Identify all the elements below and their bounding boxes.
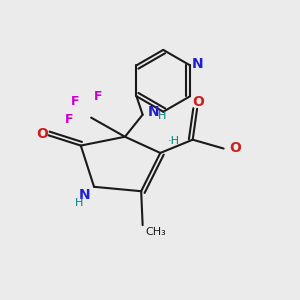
- Text: O: O: [229, 141, 241, 154]
- Text: H: H: [158, 111, 166, 121]
- Text: F: F: [94, 91, 103, 103]
- Text: N: N: [148, 105, 160, 119]
- Text: N: N: [79, 188, 90, 202]
- Text: H: H: [75, 198, 83, 208]
- Text: O: O: [193, 95, 205, 109]
- Text: F: F: [71, 95, 79, 108]
- Text: CH₃: CH₃: [146, 227, 166, 237]
- Text: ·H: ·H: [168, 136, 180, 146]
- Text: O: O: [36, 127, 48, 141]
- Text: F: F: [65, 112, 73, 126]
- Text: N: N: [192, 57, 203, 71]
